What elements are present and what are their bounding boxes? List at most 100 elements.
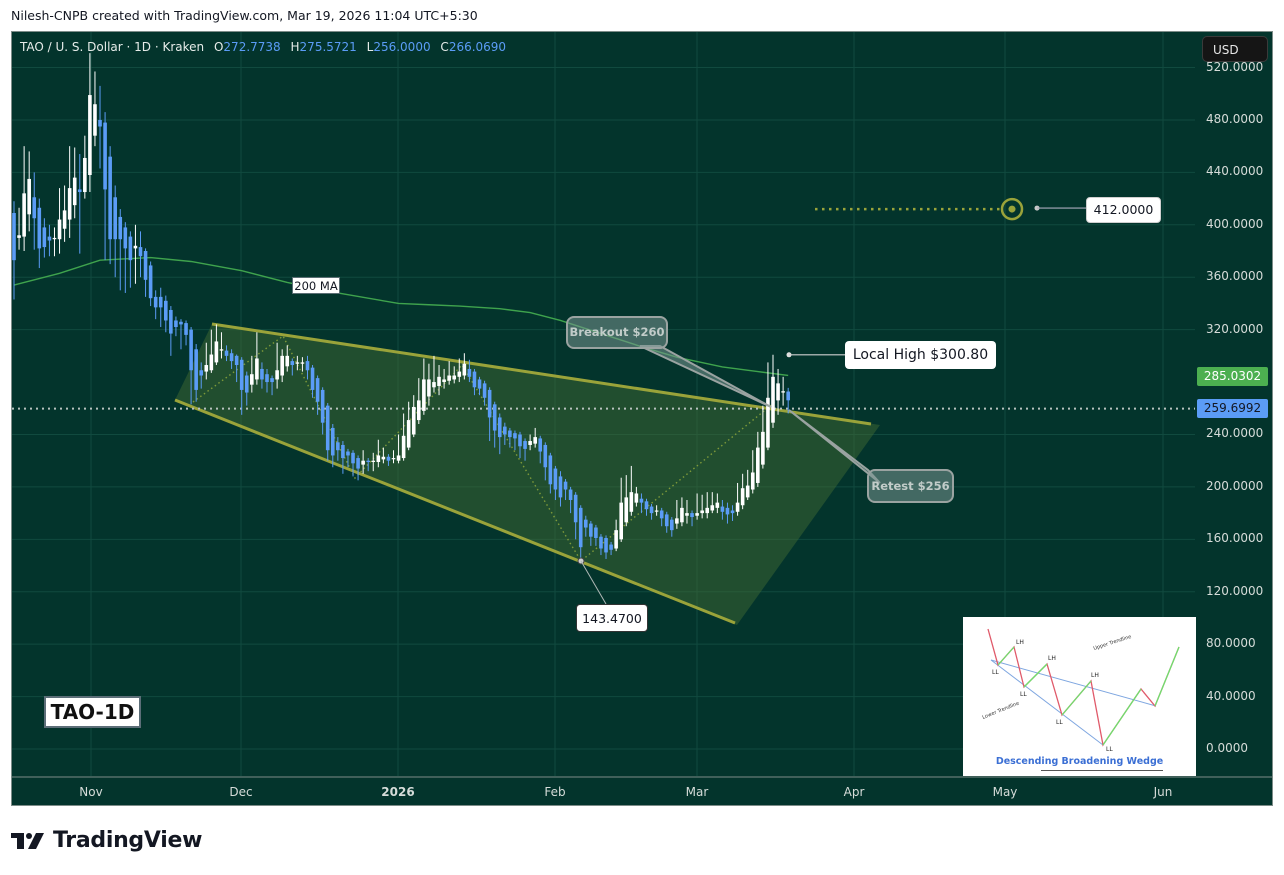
tradingview-logo[interactable]: TradingView (11, 828, 202, 853)
ma-label[interactable]: 200 MA (292, 277, 340, 294)
candle-body (508, 430, 512, 438)
tradingview-wordmark: TradingView (53, 828, 203, 853)
retest-callout[interactable]: Retest $256 (867, 469, 954, 503)
target-price-label[interactable]: 412.0000 (1086, 197, 1161, 223)
candle-body (492, 404, 497, 431)
svg-text:Upper Trendline: Upper Trendline (1093, 634, 1132, 652)
candle-body (346, 451, 350, 456)
wedge-lower-trendline (174, 398, 736, 625)
candle-body (639, 498, 644, 503)
candle-body (194, 349, 198, 390)
ohlc-close: C266.0690 (440, 40, 507, 54)
svg-text:Lower Trendline: Lower Trendline (982, 701, 1021, 721)
price-axis-tick: 200.0000 (1206, 478, 1264, 493)
candle-body (437, 376, 441, 386)
currency-button[interactable]: USD (1202, 36, 1268, 62)
time-axis-tick: Jun (1153, 785, 1173, 799)
candle-body (675, 518, 679, 524)
svg-text:LH: LH (1016, 639, 1024, 646)
candle-body (604, 538, 608, 553)
candle-body (609, 544, 613, 550)
candle-body (472, 371, 477, 388)
candle-body (270, 378, 274, 383)
time-axis-tick: Mar (685, 785, 709, 799)
candle-body (629, 492, 634, 512)
candle-body (72, 177, 77, 206)
candle-body (229, 353, 234, 362)
candle-body (52, 237, 57, 240)
candle-body (497, 417, 502, 438)
candle-body (133, 245, 138, 249)
candle-body (401, 435, 406, 459)
time-axis-tick: Feb (544, 785, 566, 799)
price-axis-tick: 400.0000 (1206, 216, 1264, 231)
candle-body (351, 452, 355, 464)
candle-body (280, 355, 284, 376)
candle-body (67, 188, 72, 220)
symbol-title[interactable]: TAO / U. S. Dollar · 1D · Kraken (20, 40, 205, 54)
candle-body (548, 455, 553, 485)
candle-body (315, 378, 320, 402)
candle-body (204, 365, 209, 372)
candle-body (250, 374, 254, 385)
candle-body (766, 397, 770, 448)
swing-low-label[interactable]: 143.4700 (576, 604, 648, 632)
pattern-reference-image[interactable]: LH LH LH LL LL LL LL Upper Trendline Low… (963, 617, 1196, 776)
price-axis-tick: 440.0000 (1206, 164, 1264, 179)
candle-body (376, 455, 381, 463)
candle-body (224, 350, 229, 356)
candle-body (118, 216, 123, 240)
candle-body (209, 354, 214, 371)
candle-body (108, 156, 112, 240)
candle-body (285, 355, 290, 367)
candle-body (573, 494, 578, 523)
candle-body (411, 406, 416, 435)
candle-body (568, 489, 573, 501)
last-price-tag: 259.6992 (1197, 399, 1268, 418)
symbol-timeframe-label[interactable]: TAO-1D (44, 696, 141, 728)
local-high-label[interactable]: Local High $300.80 (845, 341, 996, 369)
candle-body (730, 510, 735, 514)
candle-body (27, 178, 31, 215)
candle-body (260, 368, 264, 380)
candle-body (148, 265, 153, 299)
candle-body (417, 400, 421, 421)
candle-body (518, 434, 522, 447)
breakout-callout[interactable]: Breakout $260 (566, 316, 668, 349)
price-axis-tick: 160.0000 (1206, 531, 1264, 546)
candle-body (113, 197, 117, 240)
candle-body (143, 251, 148, 280)
candle-body (523, 441, 527, 449)
candle-body (467, 368, 472, 377)
candle-body (214, 341, 219, 363)
svg-text:LL: LL (1020, 691, 1027, 698)
candle-body (169, 309, 173, 334)
price-axis-tick: 520.0000 (1206, 59, 1264, 74)
candle-body (771, 376, 775, 423)
candle-body (538, 438, 543, 452)
ohlc-high: H275.5721 (290, 40, 357, 54)
candle-body (599, 536, 603, 549)
candle-body (381, 456, 386, 460)
candle-body (558, 476, 563, 498)
swing-low-callout-line (580, 560, 607, 605)
candle-body (164, 300, 168, 321)
candle-body (750, 472, 755, 490)
candle-body (189, 329, 193, 371)
candle-body (184, 323, 188, 335)
candle-body (77, 189, 82, 193)
candle-body (396, 455, 401, 461)
candle-body (725, 507, 730, 515)
candle-body (710, 505, 715, 511)
chart-credit: Nilesh-CNPB created with TradingView.com… (11, 8, 478, 23)
candle-body (37, 207, 42, 249)
price-axis-tick: 80.0000 (1206, 636, 1256, 651)
svg-text:LH: LH (1048, 655, 1056, 662)
time-axis-tick: May (992, 785, 1018, 799)
candle-body (578, 507, 583, 548)
candle-body (366, 460, 370, 463)
candle-body (619, 502, 623, 540)
candle-body (664, 514, 669, 527)
price-axis-tick: 480.0000 (1206, 111, 1264, 126)
